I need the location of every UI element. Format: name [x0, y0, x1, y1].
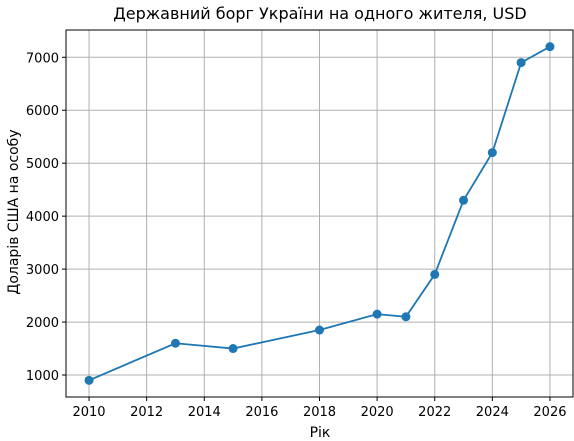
y-tick-label: 6000	[26, 104, 59, 119]
x-tick-label: 2024	[476, 405, 509, 420]
y-tick-label: 4000	[26, 210, 59, 225]
x-tick-label: 2016	[245, 405, 278, 420]
y-axis-label: Доларів США на особу	[6, 129, 22, 294]
x-tick-label: 2014	[188, 405, 221, 420]
x-axis-label: Рік	[310, 425, 331, 441]
y-tick-label: 2000	[26, 316, 59, 331]
series-layer	[84, 42, 555, 385]
y-tick-label: 5000	[26, 157, 59, 172]
data-point	[372, 309, 382, 319]
data-point	[84, 375, 94, 385]
x-tick-label: 2018	[303, 405, 336, 420]
data-point	[401, 312, 411, 322]
data-point	[487, 148, 497, 158]
chart-title: Державний борг України на одного жителя,…	[113, 4, 526, 23]
x-tick-label: 2010	[72, 405, 105, 420]
x-tick-label: 2022	[418, 405, 451, 420]
data-point	[516, 58, 526, 68]
y-tick-label: 3000	[26, 263, 59, 278]
x-tick-label: 2020	[361, 405, 394, 420]
data-point	[315, 325, 324, 335]
data-point	[459, 195, 469, 205]
data-point	[430, 269, 440, 279]
y-tick-label: 7000	[26, 51, 59, 66]
x-tick-label: 2012	[130, 405, 163, 420]
grid-lines	[66, 30, 573, 397]
x-tick-label: 2026	[533, 405, 566, 420]
x-axis: 2010 2012 2014 2016 2018 2020 2022 2024 2026	[72, 397, 567, 420]
data-point	[228, 344, 238, 354]
y-tick-label: 1000	[26, 369, 59, 384]
y-axis: 1000 2000 3000 4000 5000 6000 7000	[26, 51, 66, 384]
data-point	[170, 338, 180, 348]
data-point	[545, 42, 555, 52]
